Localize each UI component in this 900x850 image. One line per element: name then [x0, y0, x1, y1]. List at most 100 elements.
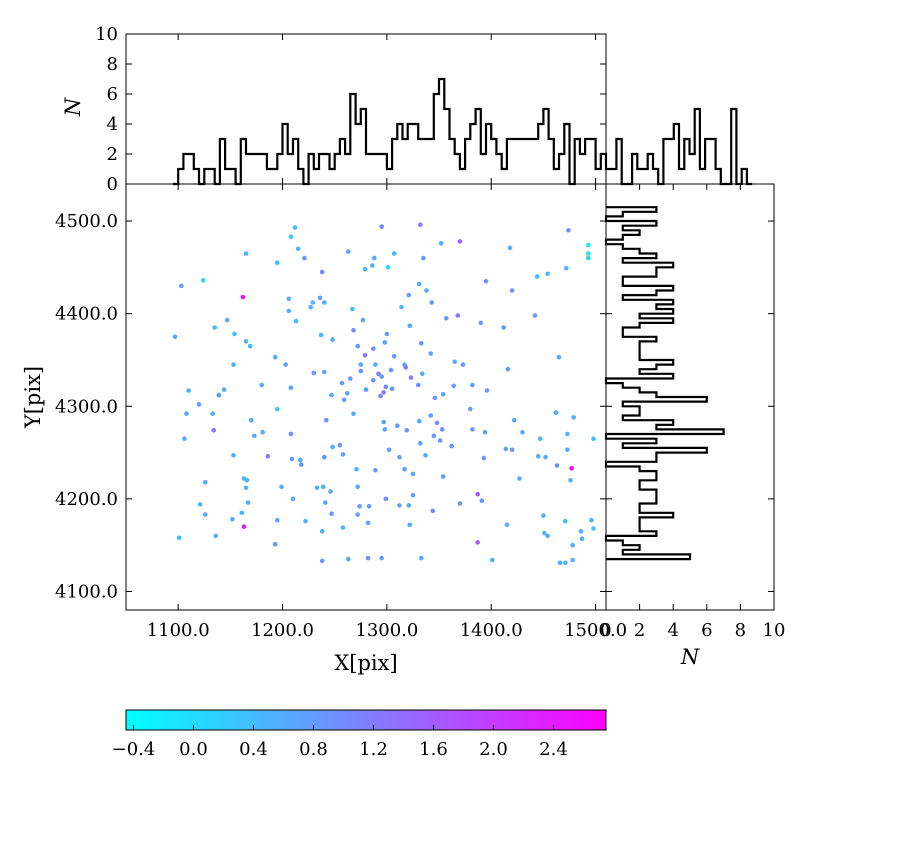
scatter-point	[275, 260, 280, 266]
scatter-point	[481, 455, 487, 461]
scatter-point	[431, 433, 437, 439]
scatter-point	[200, 278, 206, 283]
colorbar-ticks: −0.4 0.0 0.4 0.8 1.2 1.6 2.0 2.4	[112, 725, 568, 760]
scatter-point	[391, 251, 397, 256]
scatter-point	[302, 255, 307, 261]
scatter-point	[578, 529, 584, 534]
top-histogram-step	[173, 77, 753, 186]
scatter-point	[339, 380, 345, 386]
top-hist-y-tick-label: 4	[107, 114, 118, 135]
scatter-point	[534, 274, 540, 279]
scatter-point	[299, 462, 304, 467]
scatter-point	[241, 524, 247, 529]
scatter-point	[346, 249, 351, 254]
colorbar-tick-label: −0.4	[112, 739, 156, 760]
scatter-point	[379, 224, 385, 229]
scatter-point	[260, 429, 266, 435]
scatter-point	[378, 393, 383, 399]
scatter-point	[408, 375, 414, 380]
scatter-point	[501, 325, 507, 330]
scatter-point	[247, 343, 253, 349]
scatter-point	[505, 366, 511, 372]
scatter-point	[329, 392, 334, 398]
scatter-point	[371, 378, 376, 383]
scatter-point	[569, 466, 574, 471]
right-histogram-step	[604, 206, 725, 561]
scatter-point	[434, 420, 440, 426]
scatter-point	[428, 351, 434, 356]
scatter-point	[591, 526, 596, 531]
scatter-point	[452, 359, 458, 365]
scatter-point	[259, 382, 265, 388]
axis-tick-labels: 1100.0 1200.0 1300.0 1400.0 1500.04100.04200…	[55, 24, 785, 641]
scatter-point	[184, 411, 189, 417]
scatter-point	[355, 343, 361, 349]
scatter-point	[419, 555, 424, 561]
scatter-point	[483, 278, 489, 284]
scatter-point	[252, 433, 257, 439]
scatter-point	[366, 504, 372, 509]
scatter-point	[457, 501, 463, 506]
scatter-point	[245, 500, 251, 505]
colorbar-tick-label: 0.8	[299, 739, 328, 760]
scatter-point	[196, 402, 202, 407]
x-tick-label: 1400.0	[460, 620, 523, 641]
scatter-point	[360, 317, 366, 323]
scatter-point	[272, 541, 278, 547]
scatter-point	[538, 436, 543, 442]
scatter-point	[210, 411, 215, 417]
scatter-point	[239, 510, 245, 516]
scatter-point	[381, 419, 387, 425]
scatter-point	[373, 362, 378, 367]
scatter-point	[319, 558, 325, 564]
scatter-point	[484, 388, 490, 393]
scatter-point	[541, 513, 546, 518]
scatter-point	[370, 263, 375, 268]
scatter-point	[553, 410, 559, 416]
scatter-point	[230, 516, 235, 522]
scatter-point	[479, 498, 485, 504]
scatter-point	[424, 288, 429, 293]
scatter-point	[407, 522, 413, 528]
y-axis-title: Y[pix]	[21, 366, 45, 429]
scatter-point	[379, 555, 385, 561]
scatter-point	[329, 511, 334, 516]
scatter-point	[386, 447, 392, 453]
scatter-point	[432, 395, 438, 401]
scatter-point	[172, 334, 178, 340]
top-hist-y-tick-label: 8	[107, 54, 118, 75]
top-histogram-frame	[125, 33, 607, 185]
scatter-point	[351, 328, 356, 333]
scatter-point	[355, 512, 361, 517]
scatter-point	[382, 427, 388, 432]
scatter-point	[211, 428, 216, 433]
scatter-point	[382, 340, 388, 345]
scatter-point	[197, 502, 203, 507]
scatter-point	[391, 354, 397, 359]
scatter-point	[470, 427, 475, 432]
scatter-point	[418, 222, 423, 227]
scatter-point	[385, 265, 391, 270]
scatter-point	[423, 453, 428, 458]
scatter-point	[351, 411, 356, 417]
scatter-point	[319, 269, 325, 275]
scatter-point	[240, 294, 246, 300]
scatter-point	[358, 362, 364, 367]
y-tick-label: 4400.0	[55, 304, 118, 325]
scatter-point	[224, 317, 230, 323]
scatter-point	[556, 354, 562, 360]
scatter-point	[275, 406, 280, 412]
axis-ticks	[126, 33, 775, 610]
scatter-point	[509, 288, 515, 293]
right-hist-x-title: N	[680, 645, 700, 669]
scatter-point	[298, 457, 303, 463]
right-hist-x-tick-label: 2	[634, 620, 645, 641]
scatter-point	[383, 496, 389, 502]
scatter-point	[404, 428, 410, 433]
top-hist-y-tick-label: 0	[107, 174, 118, 195]
scatter-point	[419, 341, 424, 346]
scatter-point	[231, 362, 236, 367]
scatter-point	[372, 255, 377, 261]
scatter-point	[344, 391, 350, 396]
